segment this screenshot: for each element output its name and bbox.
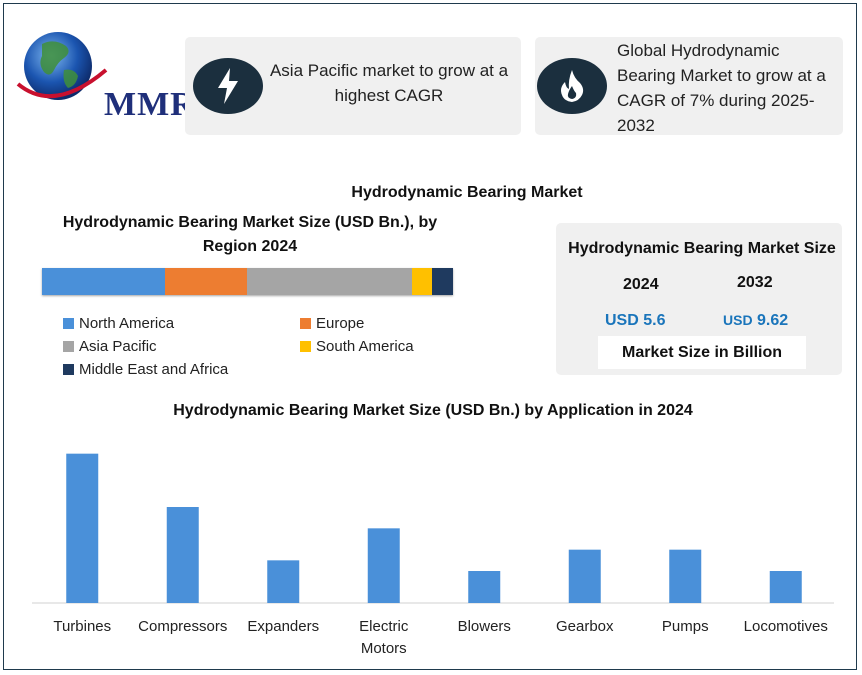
year-2032-label: 2032: [737, 274, 773, 291]
x-tick-label: Gearbox: [556, 618, 614, 635]
market-size-box: Hydrodynamic Bearing Market Size 2024 20…: [556, 223, 842, 375]
cagr-region-text: Asia Pacific market to grow at a highest…: [269, 61, 509, 105]
legend-swatch: [63, 341, 74, 352]
bar-locomotives: [769, 571, 802, 603]
region-segment-asia-pacific: [247, 268, 412, 295]
market-size-title: Hydrodynamic Bearing Market Size: [568, 240, 836, 257]
region-segment-south-america: [411, 268, 433, 295]
bar-compressors: [166, 507, 199, 603]
global-cagr-text: Global Hydrodynamic Bearing Market to gr…: [617, 41, 826, 135]
main-title: Hydrodynamic Bearing Market: [351, 184, 583, 201]
x-tick-label: Blowers: [458, 618, 511, 635]
legend-swatch: [300, 318, 311, 329]
region-segment-north-america: [42, 268, 166, 295]
x-tick-label: Compressors: [138, 618, 227, 635]
x-tick-label: Turbines: [53, 618, 111, 635]
value-2024: USD 5.6: [605, 312, 666, 329]
bar-pumps: [669, 549, 702, 603]
legend-swatch: [300, 341, 311, 352]
bar-turbines: [66, 453, 99, 603]
lightning-bolt-icon: [193, 58, 263, 114]
region-stacked-bar: [42, 268, 453, 295]
legend-swatch: [63, 364, 74, 375]
legend-europe: Europe: [300, 315, 364, 332]
flame-icon: [537, 58, 607, 114]
legend-asia-pacific: Asia Pacific: [63, 338, 157, 355]
market-size-unit: Market Size in Billion: [598, 336, 806, 369]
legend-south-america: South America: [300, 338, 414, 355]
legend-middle-east-africa: Middle East and Africa: [63, 361, 228, 378]
region-chart-title: Hydrodynamic Bearing Market Size (USD Bn…: [62, 214, 438, 255]
value-2032-number: 9.62: [757, 312, 789, 329]
bar-gearbox: [568, 549, 601, 603]
bar-expanders: [267, 560, 300, 603]
value-2032: USD 9.62: [723, 312, 788, 330]
cagr-region-card: Asia Pacific market to grow at a highest…: [185, 37, 521, 135]
global-cagr-card: Global Hydrodynamic Bearing Market to gr…: [535, 37, 843, 135]
year-2024-label: 2024: [623, 276, 659, 293]
x-tick-label: Electric Motors: [359, 618, 409, 657]
mmr-logo: MMR: [13, 22, 195, 123]
logo-text: MMR: [104, 86, 196, 123]
application-chart-title: Hydrodynamic Bearing Market Size (USD Bn…: [173, 402, 693, 419]
bar-electric-motors: [367, 528, 400, 603]
x-tick-label: Expanders: [247, 618, 319, 635]
region-segment-europe: [165, 268, 248, 295]
region-segment-middle-east-and-africa: [432, 268, 453, 295]
x-tick-label: Pumps: [662, 618, 709, 635]
globe-icon: [13, 32, 111, 104]
legend-north-america: North America: [63, 315, 174, 332]
bar-blowers: [468, 571, 501, 603]
legend-swatch: [63, 318, 74, 329]
x-tick-label: Locomotives: [744, 618, 828, 635]
outer-frame: [3, 3, 857, 670]
application-bar-chart: Turbines Compressors Expanders Electric Moto…: [32, 453, 834, 657]
value-2032-prefix: USD: [723, 312, 753, 328]
